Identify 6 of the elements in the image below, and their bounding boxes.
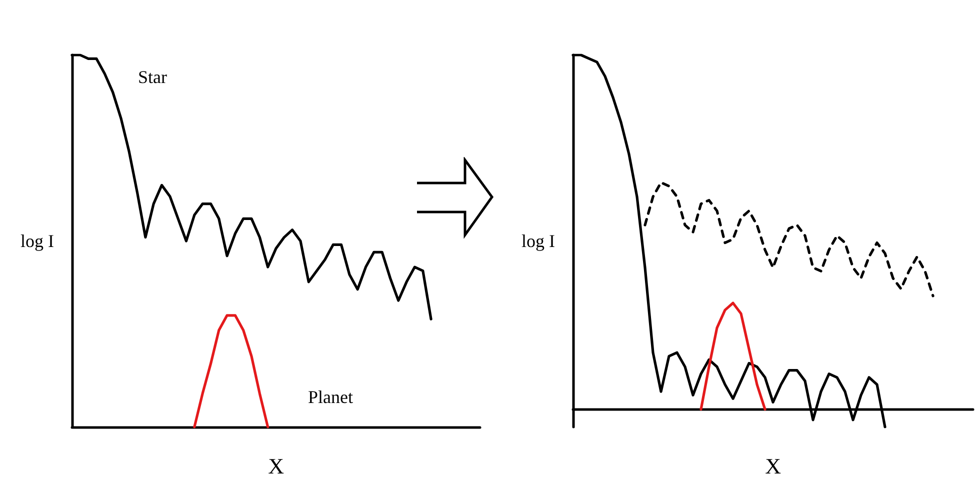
x-axis-title: X	[765, 454, 782, 478]
y-axis-title: log I	[20, 231, 54, 251]
annotation: Star	[138, 67, 167, 87]
y-axis-title: log I	[522, 231, 555, 251]
annotation: Planet	[308, 387, 353, 407]
x-axis-title: X	[268, 454, 284, 478]
